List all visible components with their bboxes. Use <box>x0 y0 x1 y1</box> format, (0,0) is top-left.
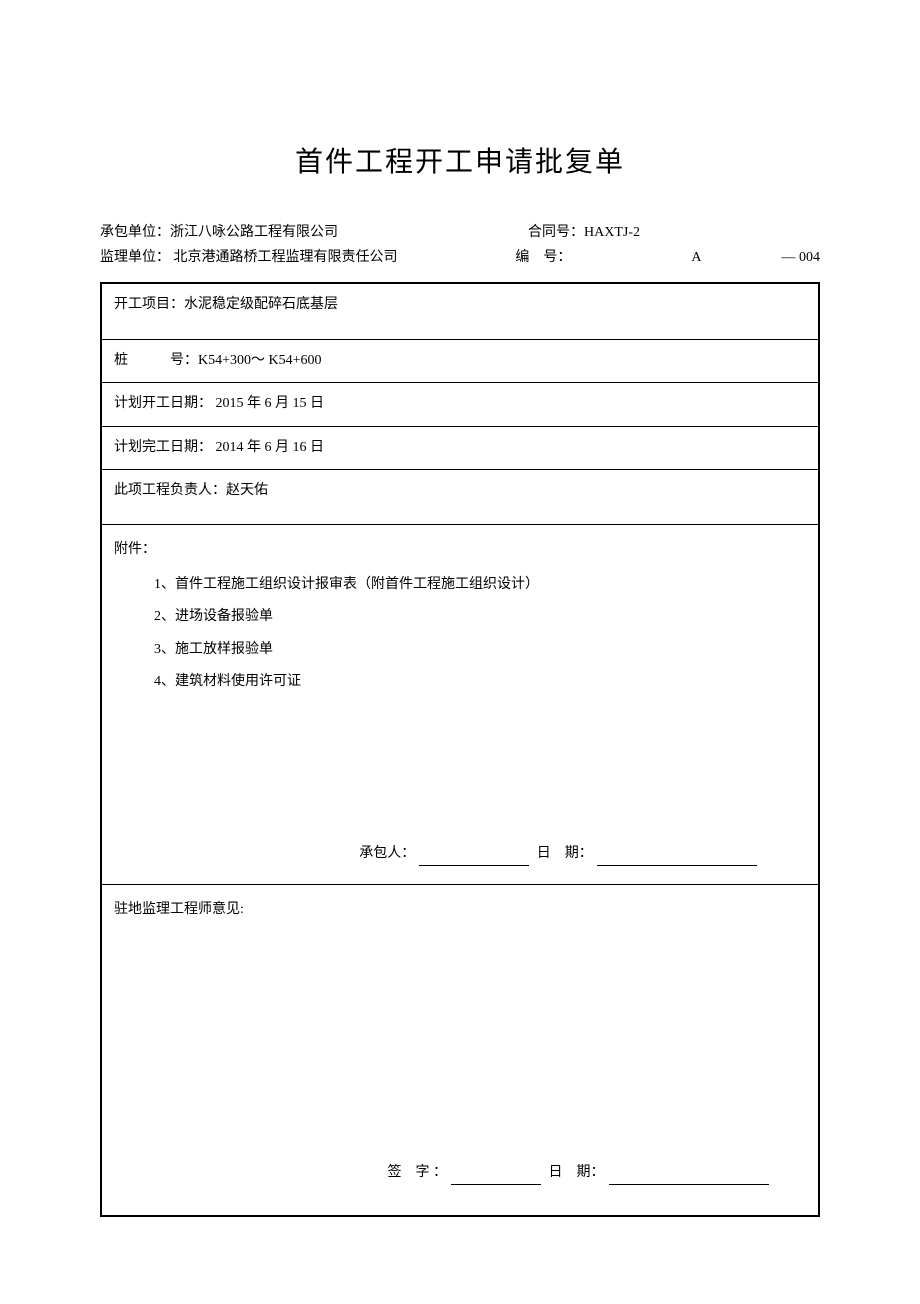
opinion-sign-blank[interactable] <box>451 1184 541 1185</box>
station-row: 桩 号：K54+300～ K54+600 <box>102 340 818 383</box>
serial-suffix: — 004 <box>782 245 821 270</box>
plan-end-label: 计划完工日期： <box>114 440 212 455</box>
attachment-item: 2、进场设备报验单 <box>154 606 806 628</box>
opinion-date-label: 日 期： <box>549 1165 605 1180</box>
project-value: 水泥稳定级配碎石底基层 <box>184 297 338 312</box>
attachments-title: 附件： <box>114 539 806 561</box>
plan-start-label: 计划开工日期： <box>114 396 212 411</box>
attachment-item: 3、施工放样报验单 <box>154 639 806 661</box>
attachment-item: 4、建筑材料使用许可证 <box>154 671 806 693</box>
document-title: 首件工程开工申请批复单 <box>100 140 820 180</box>
contractor-label: 承包单位： <box>100 225 170 240</box>
plan-start-row: 计划开工日期： 2015 年 6 月 15 日 <box>102 383 818 426</box>
contractor-date-blank[interactable] <box>597 865 757 866</box>
responsible-row: 此项工程负责人：赵天佑 <box>102 470 818 525</box>
opinion-section: 驻地监理工程师意见: 签 字 ： 日 期： <box>102 885 818 1215</box>
responsible-value: 赵天佑 <box>226 483 268 498</box>
contractor-sig-label: 承包人： <box>359 846 415 861</box>
attachments-section: 附件： 1、首件工程施工组织设计报审表（附首件工程施工组织设计） 2、进场设备报… <box>102 525 818 884</box>
supervisor-value: 北京港通路桥工程监理有限责任公司 <box>170 250 398 265</box>
contractor-signature-line: 承包人： 日 期： <box>114 843 806 865</box>
date-label: 日 期： <box>537 846 593 861</box>
serial-a: A <box>691 245 701 270</box>
header-info: 承包单位：浙江八咏公路工程有限公司 合同号： HAXTJ-2 监理单位： 北京港… <box>100 220 820 270</box>
plan-end-row: 计划完工日期： 2014 年 6 月 16 日 <box>102 427 818 470</box>
plan-end-value: 2014 年 6 月 16 日 <box>212 440 324 455</box>
responsible-label: 此项工程负责人： <box>114 483 226 498</box>
opinion-title: 驻地监理工程师意见: <box>114 899 806 921</box>
contractor-value: 浙江八咏公路工程有限公司 <box>170 225 338 240</box>
plan-start-value: 2015 年 6 月 15 日 <box>212 396 324 411</box>
opinion-sign-label: 签 字 ： <box>388 1165 448 1180</box>
supervisor-label: 监理单位： <box>100 250 170 265</box>
station-label: 桩 号： <box>114 353 198 368</box>
contract-no-label: 合同号： <box>528 220 584 245</box>
station-value: K54+300～ K54+600 <box>198 353 322 368</box>
attachment-item: 1、首件工程施工组织设计报审表（附首件工程施工组织设计） <box>154 574 806 596</box>
contract-no-value: HAXTJ-2 <box>584 220 640 245</box>
opinion-signature-line: 签 字 ： 日 期： <box>102 1162 818 1184</box>
form-table: 开工项目：水泥稳定级配碎石底基层 桩 号：K54+300～ K54+600 计划… <box>100 282 820 1216</box>
serial-label: 编 号： <box>515 245 571 270</box>
project-label: 开工项目： <box>114 297 184 312</box>
contractor-sig-blank[interactable] <box>419 865 529 866</box>
opinion-date-blank[interactable] <box>609 1184 769 1185</box>
project-row: 开工项目：水泥稳定级配碎石底基层 <box>102 284 818 339</box>
